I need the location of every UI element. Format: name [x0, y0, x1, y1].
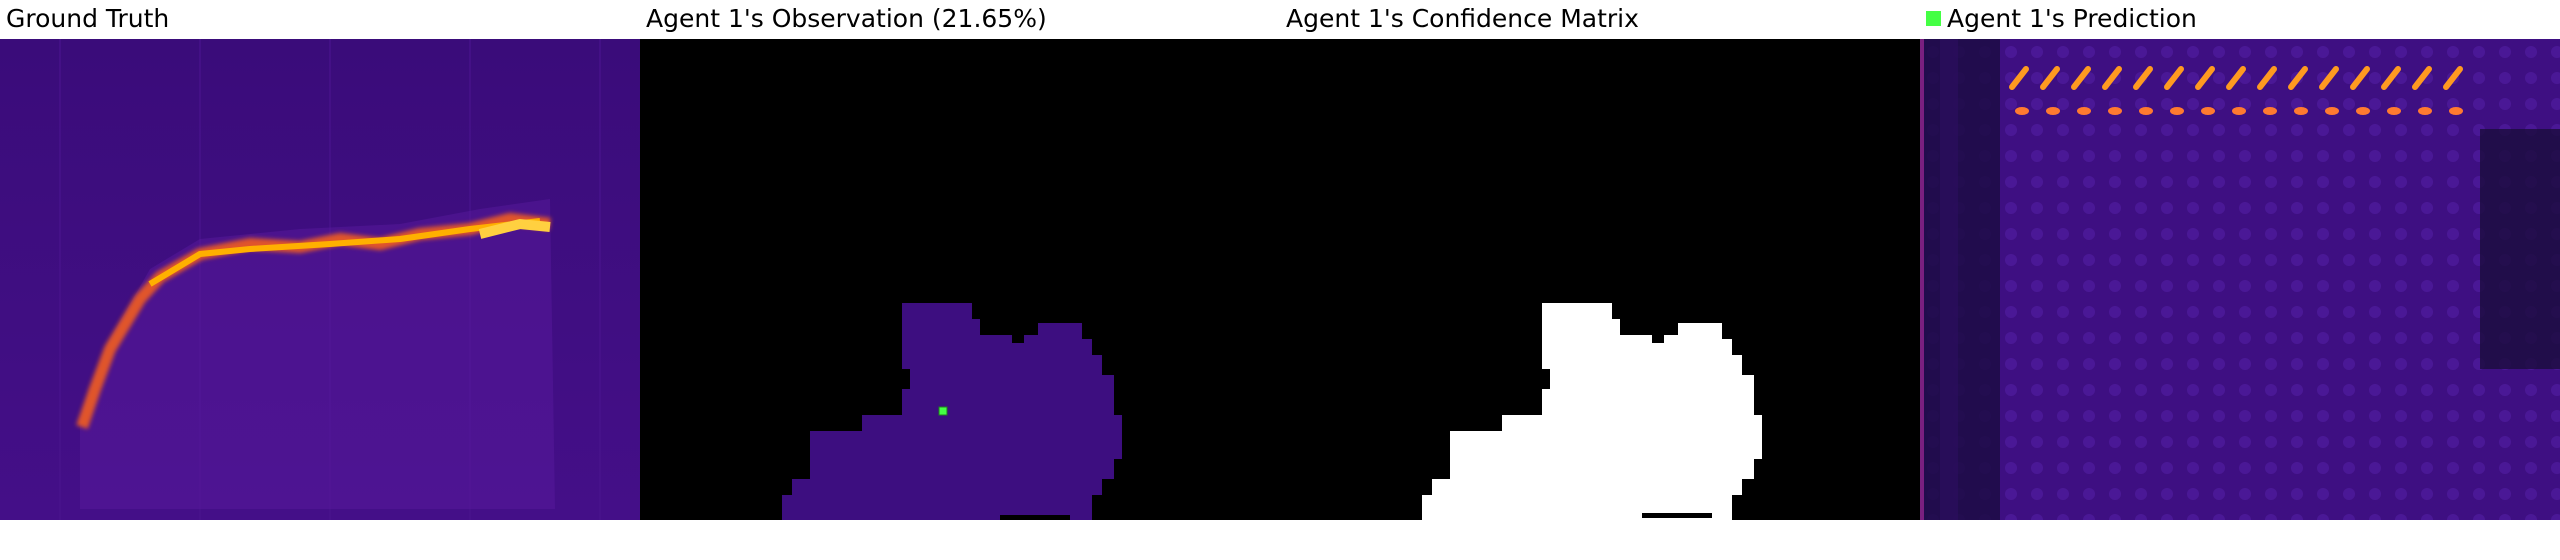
observation-panel [640, 39, 1280, 520]
green-square-icon [1926, 11, 1941, 26]
confidence-title: Agent 1's Confidence Matrix [1286, 4, 1639, 33]
prediction-heatmap [1920, 39, 2560, 520]
streak-dot [2077, 107, 2091, 115]
streak-dot [2015, 107, 2029, 115]
ground-truth-title: Ground Truth [6, 4, 170, 33]
streak-dot [2201, 107, 2215, 115]
streak-dot [2294, 107, 2308, 115]
streak-mark [2443, 66, 2463, 90]
streak-mark [2226, 66, 2246, 90]
ground-truth-heatmap [0, 39, 640, 520]
streak-mark [2288, 66, 2308, 90]
streak-mark [2102, 66, 2122, 90]
observation-title: Agent 1's Observation (21.65%) [646, 4, 1047, 33]
streak-dot [2263, 107, 2277, 115]
streak-mark [2319, 66, 2339, 90]
streak-mark [2009, 66, 2029, 90]
streak-mark [2257, 66, 2277, 90]
ground-truth-panel [0, 39, 640, 520]
prediction-panel [1920, 39, 2560, 520]
streak-dot [2325, 107, 2339, 115]
streak-mark [2164, 66, 2184, 90]
streak-mark [2133, 66, 2153, 90]
streak-mark [2350, 66, 2370, 90]
streak-dot [2046, 107, 2060, 115]
streak-dot [2170, 107, 2184, 115]
streak-dot [2356, 107, 2370, 115]
streak-dot [2139, 107, 2153, 115]
streak-dot [2108, 107, 2122, 115]
streak-dot [2449, 107, 2463, 115]
streak-dot [2418, 107, 2432, 115]
confidence-panel [1280, 39, 1920, 520]
streak-dot [2232, 107, 2246, 115]
streak-mark [2412, 66, 2432, 90]
agent-marker [938, 406, 948, 416]
confidence-matrix [1280, 39, 1920, 520]
streak-dot [2387, 107, 2401, 115]
streak-mark [2195, 66, 2215, 90]
observation-heatmap [640, 39, 1280, 520]
streak-mark [2071, 66, 2091, 90]
prediction-title: Agent 1's Prediction [1926, 2, 2197, 36]
streak-mark [2381, 66, 2401, 90]
streak-mark [2040, 66, 2060, 90]
